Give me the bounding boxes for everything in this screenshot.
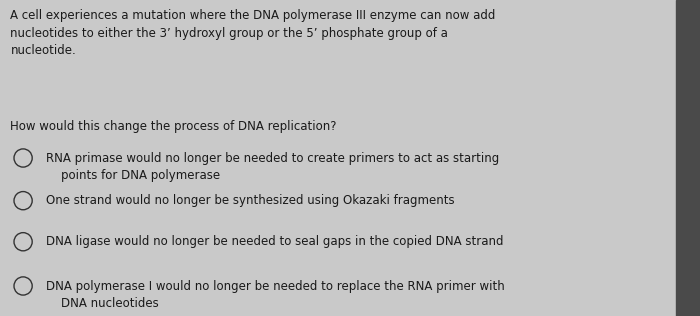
Text: DNA polymerase I would no longer be needed to replace the RNA primer with
    DN: DNA polymerase I would no longer be need…	[46, 280, 504, 310]
Text: DNA ligase would no longer be needed to seal gaps in the copied DNA strand: DNA ligase would no longer be needed to …	[46, 235, 503, 248]
Bar	[676, 0, 700, 316]
Text: How would this change the process of DNA replication?: How would this change the process of DNA…	[10, 120, 337, 133]
Text: One strand would no longer be synthesized using Okazaki fragments: One strand would no longer be synthesize…	[46, 194, 454, 207]
Text: A cell experiences a mutation where the DNA polymerase III enzyme can now add
nu: A cell experiences a mutation where the …	[10, 9, 496, 58]
Text: RNA primase would no longer be needed to create primers to act as starting
    p: RNA primase would no longer be needed to…	[46, 152, 498, 182]
